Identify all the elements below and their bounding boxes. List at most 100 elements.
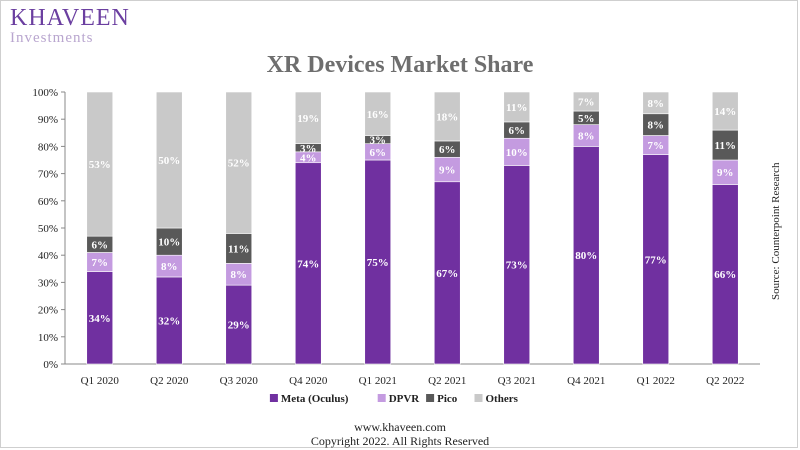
- bar-segment: [711, 184, 739, 365]
- data-label: 19%: [297, 113, 319, 125]
- bar-segment: [86, 271, 114, 365]
- data-label: 5%: [578, 113, 595, 125]
- bar-segment: [642, 154, 670, 365]
- data-label: 3%: [370, 135, 387, 147]
- x-tick-label: Q3 2020: [220, 375, 259, 387]
- data-label: 32%: [158, 315, 180, 327]
- bar-segment: [433, 181, 461, 365]
- y-tick-label: 90%: [38, 114, 58, 126]
- data-label: 7%: [578, 97, 595, 109]
- data-label: 29%: [228, 320, 250, 332]
- bar-segment: [225, 284, 253, 365]
- data-label: 75%: [367, 257, 389, 269]
- bar-segment: [364, 159, 392, 365]
- data-label: 10%: [158, 237, 180, 249]
- bar-segment: [572, 91, 600, 112]
- legend-swatch: [474, 394, 483, 402]
- footer-url: www.khaveen.com: [354, 420, 446, 434]
- y-tick-label: 60%: [38, 196, 58, 208]
- data-label: 11%: [715, 140, 736, 152]
- bar-segment: [503, 165, 531, 365]
- bar-segment: [225, 91, 253, 234]
- data-label: 8%: [648, 98, 665, 110]
- data-label: 11%: [506, 102, 527, 114]
- data-label: 6%: [370, 147, 387, 159]
- data-label: 67%: [436, 268, 458, 280]
- data-label: 66%: [714, 269, 736, 281]
- y-tick-label: 20%: [38, 305, 58, 317]
- x-tick-label: Q2 2021: [428, 375, 466, 387]
- x-tick-label: Q1 2020: [81, 375, 120, 387]
- y-tick-label: 70%: [38, 169, 58, 181]
- x-tick-label: Q4 2020: [289, 375, 328, 387]
- chart-title: XR Devices Market Share: [266, 52, 534, 78]
- source-note: Source: Counterpoint Research: [770, 162, 782, 300]
- footer-copyright: Copyright 2022. All Rights Reserved: [310, 434, 490, 448]
- brand-sub: Investments: [10, 30, 94, 46]
- bar-segment: [155, 91, 183, 229]
- data-label: 73%: [506, 260, 528, 272]
- data-label: 10%: [506, 147, 528, 159]
- bar-segment: [294, 91, 322, 144]
- brand-logo: KHAVEEN Investments: [10, 6, 130, 46]
- data-label: 6%: [92, 239, 109, 251]
- data-label: 34%: [89, 313, 111, 325]
- legend-label: Meta (Oculus): [281, 393, 349, 405]
- data-label: 8%: [648, 120, 665, 132]
- data-label: 80%: [575, 250, 597, 262]
- bar-segment: [225, 233, 253, 264]
- data-label: 11%: [228, 243, 249, 255]
- data-label: 8%: [231, 269, 248, 281]
- x-tick-label: Q2 2020: [150, 375, 189, 387]
- x-tick-label: Q1 2022: [637, 375, 675, 387]
- data-label: 77%: [645, 254, 667, 266]
- y-tick-label: 0%: [43, 359, 58, 371]
- data-label: 52%: [228, 158, 250, 170]
- data-label: 4%: [300, 152, 317, 164]
- bar-segment: [155, 227, 183, 256]
- y-tick-label: 80%: [38, 141, 58, 153]
- data-label: 9%: [439, 165, 456, 177]
- bar-segment: [503, 91, 531, 123]
- data-label: 9%: [717, 167, 734, 179]
- bar-segment: [642, 91, 670, 115]
- data-label: 8%: [161, 261, 178, 273]
- y-tick-label: 30%: [38, 277, 58, 289]
- data-label: 7%: [92, 257, 109, 269]
- bar-segment: [711, 91, 739, 131]
- bar-segment: [155, 276, 183, 365]
- bar-segment: [503, 137, 531, 166]
- data-label: 14%: [714, 106, 736, 118]
- brand-name: KHAVEEN: [10, 5, 130, 31]
- x-tick-label: Q1 2021: [359, 375, 397, 387]
- data-label: 16%: [367, 109, 389, 121]
- x-tick-label: Q2 2022: [706, 375, 744, 387]
- x-tick-label: Q3 2021: [498, 375, 536, 387]
- data-label: 8%: [578, 131, 595, 143]
- data-label: 18%: [436, 111, 458, 123]
- y-tick-label: 10%: [38, 332, 58, 344]
- y-tick-label: 50%: [38, 223, 58, 235]
- legend-label: Pico: [437, 393, 458, 405]
- legend-swatch: [269, 394, 278, 402]
- data-label: 6%: [509, 125, 526, 137]
- bar-segment: [711, 159, 739, 185]
- legend-swatch: [377, 394, 386, 402]
- y-tick-label: 40%: [38, 250, 58, 262]
- bar-segment: [711, 129, 739, 161]
- bar-segment: [86, 91, 114, 237]
- bar-segment: [433, 156, 461, 183]
- bar-segment: [364, 91, 392, 136]
- data-label: 53%: [89, 159, 111, 171]
- x-tick-label: Q4 2021: [567, 375, 605, 387]
- legend-swatch: [426, 394, 435, 402]
- y-tick-label: 100%: [32, 87, 58, 99]
- bar-segment: [433, 91, 461, 142]
- data-label: 6%: [439, 144, 456, 156]
- data-label: 74%: [297, 258, 319, 270]
- legend-label: Others: [486, 393, 519, 405]
- data-label: 3%: [300, 143, 317, 155]
- data-label: 50%: [158, 155, 180, 167]
